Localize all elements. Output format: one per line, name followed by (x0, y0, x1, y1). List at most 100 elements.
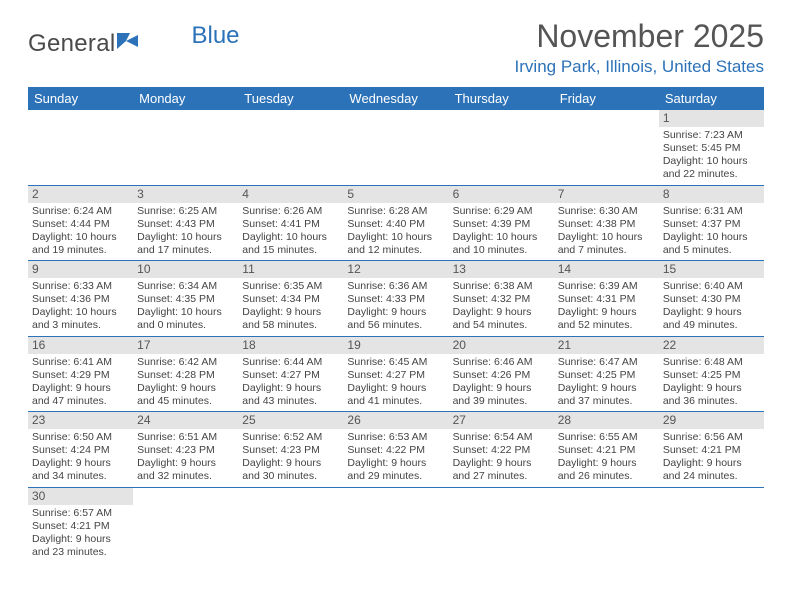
day-header: Friday (554, 87, 659, 110)
page-title: November 2025 (515, 18, 764, 55)
day-cell: 18Sunrise: 6:44 AMSunset: 4:27 PMDayligh… (238, 337, 343, 412)
daylight2-text: and 27 minutes. (453, 470, 550, 483)
sunset-text: Sunset: 4:39 PM (453, 218, 550, 231)
day-cell: 19Sunrise: 6:45 AMSunset: 4:27 PMDayligh… (343, 337, 448, 412)
day-cell: 8Sunrise: 6:31 AMSunset: 4:37 PMDaylight… (659, 186, 764, 261)
daylight2-text: and 47 minutes. (32, 395, 129, 408)
day-number: 5 (343, 186, 448, 203)
sunrise-text: Sunrise: 6:53 AM (347, 431, 444, 444)
daylight2-text: and 56 minutes. (347, 319, 444, 332)
sunset-text: Sunset: 4:38 PM (558, 218, 655, 231)
daylight2-text: and 49 minutes. (663, 319, 760, 332)
title-block: November 2025 Irving Park, Illinois, Uni… (515, 18, 764, 77)
day-cell: 28Sunrise: 6:55 AMSunset: 4:21 PMDayligh… (554, 412, 659, 487)
daylight2-text: and 32 minutes. (137, 470, 234, 483)
day-header: Wednesday (343, 87, 448, 110)
daylight1-text: Daylight: 10 hours (347, 231, 444, 244)
daylight1-text: Daylight: 9 hours (137, 457, 234, 470)
day-cell: 2Sunrise: 6:24 AMSunset: 4:44 PMDaylight… (28, 186, 133, 261)
day-number: 2 (28, 186, 133, 203)
daylight2-text: and 54 minutes. (453, 319, 550, 332)
day-number: 24 (133, 412, 238, 429)
sunset-text: Sunset: 4:32 PM (453, 293, 550, 306)
sunset-text: Sunset: 4:44 PM (32, 218, 129, 231)
daylight2-text: and 24 minutes. (663, 470, 760, 483)
daylight1-text: Daylight: 9 hours (663, 382, 760, 395)
day-cell: 1Sunrise: 7:23 AMSunset: 5:45 PMDaylight… (659, 110, 764, 185)
daylight1-text: Daylight: 9 hours (242, 457, 339, 470)
day-header: Saturday (659, 87, 764, 110)
daylight2-text: and 22 minutes. (663, 168, 760, 181)
daylight1-text: Daylight: 9 hours (32, 457, 129, 470)
day-cell: 30Sunrise: 6:57 AMSunset: 4:21 PMDayligh… (28, 488, 133, 563)
daylight2-text: and 26 minutes. (558, 470, 655, 483)
day-number: 22 (659, 337, 764, 354)
daylight2-text: and 36 minutes. (663, 395, 760, 408)
sunset-text: Sunset: 4:37 PM (663, 218, 760, 231)
daylight1-text: Daylight: 9 hours (32, 382, 129, 395)
daylight1-text: Daylight: 9 hours (453, 382, 550, 395)
empty-cell (343, 488, 448, 563)
day-number: 1 (659, 110, 764, 127)
daylight2-text: and 15 minutes. (242, 244, 339, 257)
day-number: 30 (28, 488, 133, 505)
daylight1-text: Daylight: 10 hours (558, 231, 655, 244)
week-row: 23Sunrise: 6:50 AMSunset: 4:24 PMDayligh… (28, 412, 764, 488)
day-number: 13 (449, 261, 554, 278)
day-header: Tuesday (238, 87, 343, 110)
daylight1-text: Daylight: 10 hours (32, 306, 129, 319)
sunrise-text: Sunrise: 6:44 AM (242, 356, 339, 369)
sunrise-text: Sunrise: 6:55 AM (558, 431, 655, 444)
empty-cell (28, 110, 133, 185)
sunset-text: Sunset: 4:41 PM (242, 218, 339, 231)
empty-cell (238, 488, 343, 563)
daylight1-text: Daylight: 10 hours (137, 306, 234, 319)
day-number: 17 (133, 337, 238, 354)
sunset-text: Sunset: 4:21 PM (32, 520, 129, 533)
location-text: Irving Park, Illinois, United States (515, 57, 764, 77)
day-number: 12 (343, 261, 448, 278)
daylight2-text: and 3 minutes. (32, 319, 129, 332)
sunset-text: Sunset: 4:21 PM (558, 444, 655, 457)
day-number: 25 (238, 412, 343, 429)
day-cell: 20Sunrise: 6:46 AMSunset: 4:26 PMDayligh… (449, 337, 554, 412)
daylight2-text: and 23 minutes. (32, 546, 129, 559)
day-cell: 11Sunrise: 6:35 AMSunset: 4:34 PMDayligh… (238, 261, 343, 336)
day-cell: 3Sunrise: 6:25 AMSunset: 4:43 PMDaylight… (133, 186, 238, 261)
logo-text-blue: Blue (191, 22, 239, 50)
empty-cell (554, 488, 659, 563)
sunset-text: Sunset: 4:22 PM (453, 444, 550, 457)
empty-cell (238, 110, 343, 185)
day-number: 18 (238, 337, 343, 354)
week-row: 1Sunrise: 7:23 AMSunset: 5:45 PMDaylight… (28, 110, 764, 186)
day-number: 9 (28, 261, 133, 278)
day-number: 15 (659, 261, 764, 278)
daylight1-text: Daylight: 10 hours (137, 231, 234, 244)
daylight1-text: Daylight: 9 hours (663, 306, 760, 319)
day-cell: 16Sunrise: 6:41 AMSunset: 4:29 PMDayligh… (28, 337, 133, 412)
daylight1-text: Daylight: 9 hours (32, 533, 129, 546)
day-number: 3 (133, 186, 238, 203)
day-header-row: SundayMondayTuesdayWednesdayThursdayFrid… (28, 87, 764, 110)
day-cell: 14Sunrise: 6:39 AMSunset: 4:31 PMDayligh… (554, 261, 659, 336)
day-header: Sunday (28, 87, 133, 110)
daylight2-text: and 5 minutes. (663, 244, 760, 257)
daylight2-text: and 45 minutes. (137, 395, 234, 408)
day-number: 11 (238, 261, 343, 278)
calendar-grid: SundayMondayTuesdayWednesdayThursdayFrid… (28, 87, 764, 562)
sunset-text: Sunset: 4:21 PM (663, 444, 760, 457)
sunrise-text: Sunrise: 6:51 AM (137, 431, 234, 444)
sunrise-text: Sunrise: 6:45 AM (347, 356, 444, 369)
empty-cell (449, 110, 554, 185)
sunset-text: Sunset: 4:34 PM (242, 293, 339, 306)
empty-cell (343, 110, 448, 185)
daylight2-text: and 52 minutes. (558, 319, 655, 332)
day-number: 19 (343, 337, 448, 354)
sunset-text: Sunset: 4:33 PM (347, 293, 444, 306)
sunset-text: Sunset: 4:28 PM (137, 369, 234, 382)
daylight1-text: Daylight: 9 hours (242, 306, 339, 319)
sunrise-text: Sunrise: 6:56 AM (663, 431, 760, 444)
day-cell: 6Sunrise: 6:29 AMSunset: 4:39 PMDaylight… (449, 186, 554, 261)
day-cell: 21Sunrise: 6:47 AMSunset: 4:25 PMDayligh… (554, 337, 659, 412)
sunrise-text: Sunrise: 6:40 AM (663, 280, 760, 293)
